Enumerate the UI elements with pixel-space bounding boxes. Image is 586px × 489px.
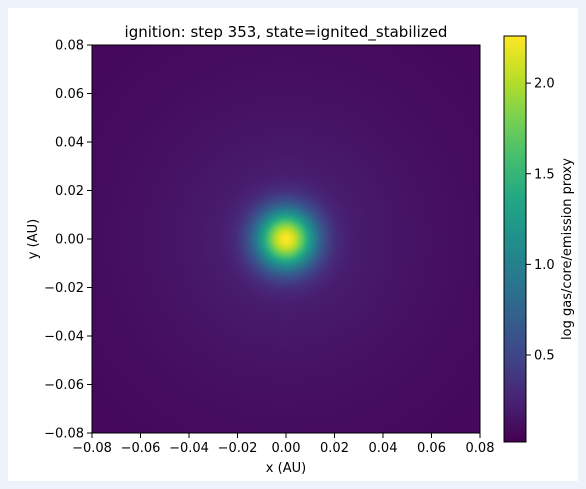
y-tick-label: 0.08 <box>55 39 84 54</box>
y-tick-label: 0.06 <box>55 87 84 102</box>
y-axis-label: y (AU) <box>26 219 41 259</box>
y-tick-label: −0.02 <box>44 281 84 296</box>
y-tick-label: 0.04 <box>55 136 84 151</box>
y-axis-ticks: 0.08 0.06 0.04 0.02 0.00 −0.02 −0.04 −0.06 −0.08 <box>44 39 92 442</box>
colorbar-tick-label: 1.5 <box>534 167 555 182</box>
colorbar-tick-label: 2.0 <box>534 77 555 92</box>
colorbar-label: log gas/core/emission proxy <box>560 158 575 340</box>
plot-area <box>91 44 481 434</box>
y-tick-label: 0.02 <box>55 184 84 199</box>
heatmap-chart: ignition: step 353, state=ignited_stabil… <box>26 23 575 476</box>
x-tick-label: −0.08 <box>72 441 112 456</box>
colorbar-tick-label: 0.5 <box>534 349 555 364</box>
x-axis-label: x (AU) <box>266 461 306 476</box>
y-tick-label: 0.00 <box>55 233 84 248</box>
x-tick-label: 0.02 <box>320 441 349 456</box>
y-tick-label: −0.08 <box>44 427 84 442</box>
x-tick-label: −0.04 <box>169 441 209 456</box>
y-tick-label: −0.04 <box>44 330 84 345</box>
y-tick-label: −0.06 <box>44 378 84 393</box>
x-tick-label: 0.06 <box>417 441 446 456</box>
x-axis-ticks: −0.08 −0.06 −0.04 −0.02 0.00 0.02 0.04 0.06 0.08 <box>72 433 494 456</box>
x-tick-label: 0.00 <box>272 441 301 456</box>
x-tick-label: 0.08 <box>466 441 495 456</box>
colorbar-frame <box>503 35 527 443</box>
x-tick-label: −0.06 <box>121 441 161 456</box>
colorbar-tick-label: 1.0 <box>534 258 555 273</box>
colorbar-ticks: 0.5 1.0 1.5 2.0 <box>526 77 555 364</box>
colorbar-gradient <box>504 36 526 442</box>
chart-title: ignition: step 353, state=ignited_stabil… <box>125 23 448 42</box>
colorbar: 0.5 1.0 1.5 2.0 <box>503 35 555 443</box>
x-tick-label: −0.02 <box>218 441 258 456</box>
heatmap-image <box>92 45 480 433</box>
x-tick-label: 0.04 <box>369 441 398 456</box>
figure: ignition: step 353, state=ignited_stabil… <box>8 8 578 481</box>
